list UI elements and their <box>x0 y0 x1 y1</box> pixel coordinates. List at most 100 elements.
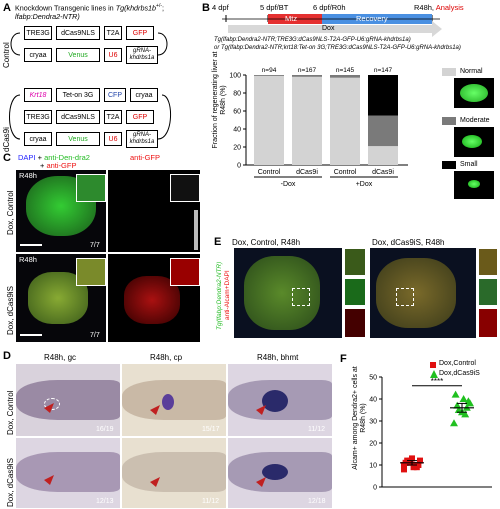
c-header-right: anti-GFP <box>130 153 161 162</box>
legend-normal-swatch <box>442 68 456 76</box>
legend-normal: Normal <box>460 68 483 75</box>
bar-small <box>368 75 398 116</box>
legend-small-swatch <box>442 161 456 169</box>
panel-a-title-line2: lfabp:Dendra2-NTR) <box>15 12 80 21</box>
legend-control: Dox,Control <box>439 360 476 367</box>
b-genotype-2: or Tg(lfabp:Dendra2-NTR;krt18:Tet-on 3G;… <box>214 45 461 51</box>
d-ish-gc-dcas <box>16 438 120 508</box>
dot-plot: 0 10 20 30 40 50 **** <box>369 375 492 492</box>
liver-thumb-moderate <box>454 127 494 157</box>
e-micro-control <box>234 248 342 338</box>
c-frac-1: 7/7 <box>90 242 100 249</box>
dox-bar-label: Dox <box>322 25 335 32</box>
dcas9nls-box: dCas9NLS <box>56 26 100 40</box>
d-frac-5: 11/12 <box>202 498 219 505</box>
significance-label: **** <box>431 377 443 386</box>
d-frac-1: 16/19 <box>96 426 114 433</box>
u6-box: U6 <box>104 48 122 62</box>
e-inset-2 <box>344 278 366 306</box>
cryaa-box-2: cryaa <box>130 88 158 102</box>
d-arrowheads <box>44 403 266 487</box>
d-ish-bhmt-control <box>228 364 332 436</box>
e-inset-6 <box>478 308 498 338</box>
c-micro-control-merge <box>16 170 106 252</box>
c-r48-2: R48h <box>19 255 37 264</box>
d-col-bhmt: R48h, bhmt <box>257 353 299 362</box>
d-frac-3: 11/12 <box>308 426 325 433</box>
d-col-cp: R48h, cp <box>150 353 183 362</box>
scale-bar <box>20 244 42 246</box>
grna-box: gRNA-khdrbs1a <box>126 46 158 64</box>
y-tick-label: 20 <box>369 441 377 448</box>
panel-label-f: F <box>340 353 347 365</box>
data-point <box>459 395 468 402</box>
d-ish-cp-control <box>122 364 226 436</box>
d-ish-cp-dcas <box>122 438 226 508</box>
e-inset-4 <box>478 248 498 276</box>
tl-r48: R48h, Analysis <box>414 3 464 12</box>
panel-label-d: D <box>3 350 11 362</box>
data-point <box>451 390 460 398</box>
data-point <box>464 397 473 405</box>
y-tick-label: 100 <box>229 73 241 80</box>
d-col-gc: R48h, gc <box>44 353 77 362</box>
tre3g-box: TRE3G <box>24 26 52 40</box>
y-tick-label: 40 <box>233 127 241 134</box>
tet-on-box: Tet-on 3G <box>56 88 100 102</box>
venus-box-2: Venus <box>56 132 100 146</box>
bar-moderate <box>330 75 360 78</box>
panel-label-a: A <box>3 2 11 14</box>
tre3g-box-2: TRE3G <box>24 110 52 124</box>
x-tick-label: Control <box>258 169 281 176</box>
y-tick-label: 10 <box>369 463 377 470</box>
liver-thumb-small <box>454 171 494 199</box>
data-point <box>401 462 407 468</box>
liver-thumb-normal <box>454 78 494 108</box>
y-tick-label: 40 <box>369 397 377 404</box>
y-tick-label: 0 <box>237 163 241 170</box>
x-tick-label: dCas9i <box>296 169 318 176</box>
tl-4dpf: 4 dpf <box>212 3 229 12</box>
bar-normal <box>368 146 398 165</box>
n-label: n=147 <box>374 67 393 74</box>
gfp-box-2: GFP <box>126 110 154 124</box>
panel-a-title: Knockdown Transgenic lines in Tg(khdrbs1… <box>15 3 165 13</box>
y-tick-label: 30 <box>369 419 377 426</box>
legend-moderate: Moderate <box>460 117 490 124</box>
n-label: n=167 <box>298 67 317 74</box>
legend-dcas: Dox,dCas9iS <box>439 370 480 377</box>
c-header-left: DAPI + anti-Den-dra2 <box>18 153 90 162</box>
u6-box-2: U6 <box>104 132 122 146</box>
bar-moderate <box>368 115 398 147</box>
y-tick-label: 0 <box>373 485 377 492</box>
e-inset-5 <box>478 278 498 306</box>
c-micro-dcas-merge <box>16 254 106 342</box>
legend-moderate-swatch <box>442 117 456 125</box>
e-micro-dcas <box>370 248 476 338</box>
data-point <box>417 457 423 464</box>
y-tick-label: 60 <box>233 109 241 116</box>
bar-moderate <box>292 75 322 77</box>
bar-normal <box>254 75 284 165</box>
venus-box: Venus <box>56 48 100 62</box>
bar-moderate <box>254 75 284 76</box>
d-frac-6: 12/18 <box>308 498 326 505</box>
e-title-1: Dox, Control, R48h <box>232 238 301 247</box>
mtz-label: Mtz <box>285 14 298 23</box>
t2a-box-2: T2A <box>104 110 122 124</box>
e-inset-3 <box>344 308 366 338</box>
data-point <box>410 464 417 471</box>
y-tick-label: 80 <box>233 91 241 98</box>
krt18-box: Krt18 <box>24 88 52 102</box>
data-point <box>450 419 458 427</box>
bar-normal <box>292 76 322 165</box>
n-label: n=145 <box>336 67 355 74</box>
y-tick-label: 50 <box>369 375 377 382</box>
grna-box-2: gRNA-khdrbs1a <box>126 130 158 148</box>
c-r48-1: R48h <box>19 171 37 180</box>
d-frac-4: 12/13 <box>96 498 114 505</box>
cryaa-box-3: cryaa <box>24 132 52 146</box>
scale-bar-2 <box>20 334 42 336</box>
n-label: n=94 <box>262 67 277 74</box>
d-ish-gc-control <box>16 364 120 436</box>
